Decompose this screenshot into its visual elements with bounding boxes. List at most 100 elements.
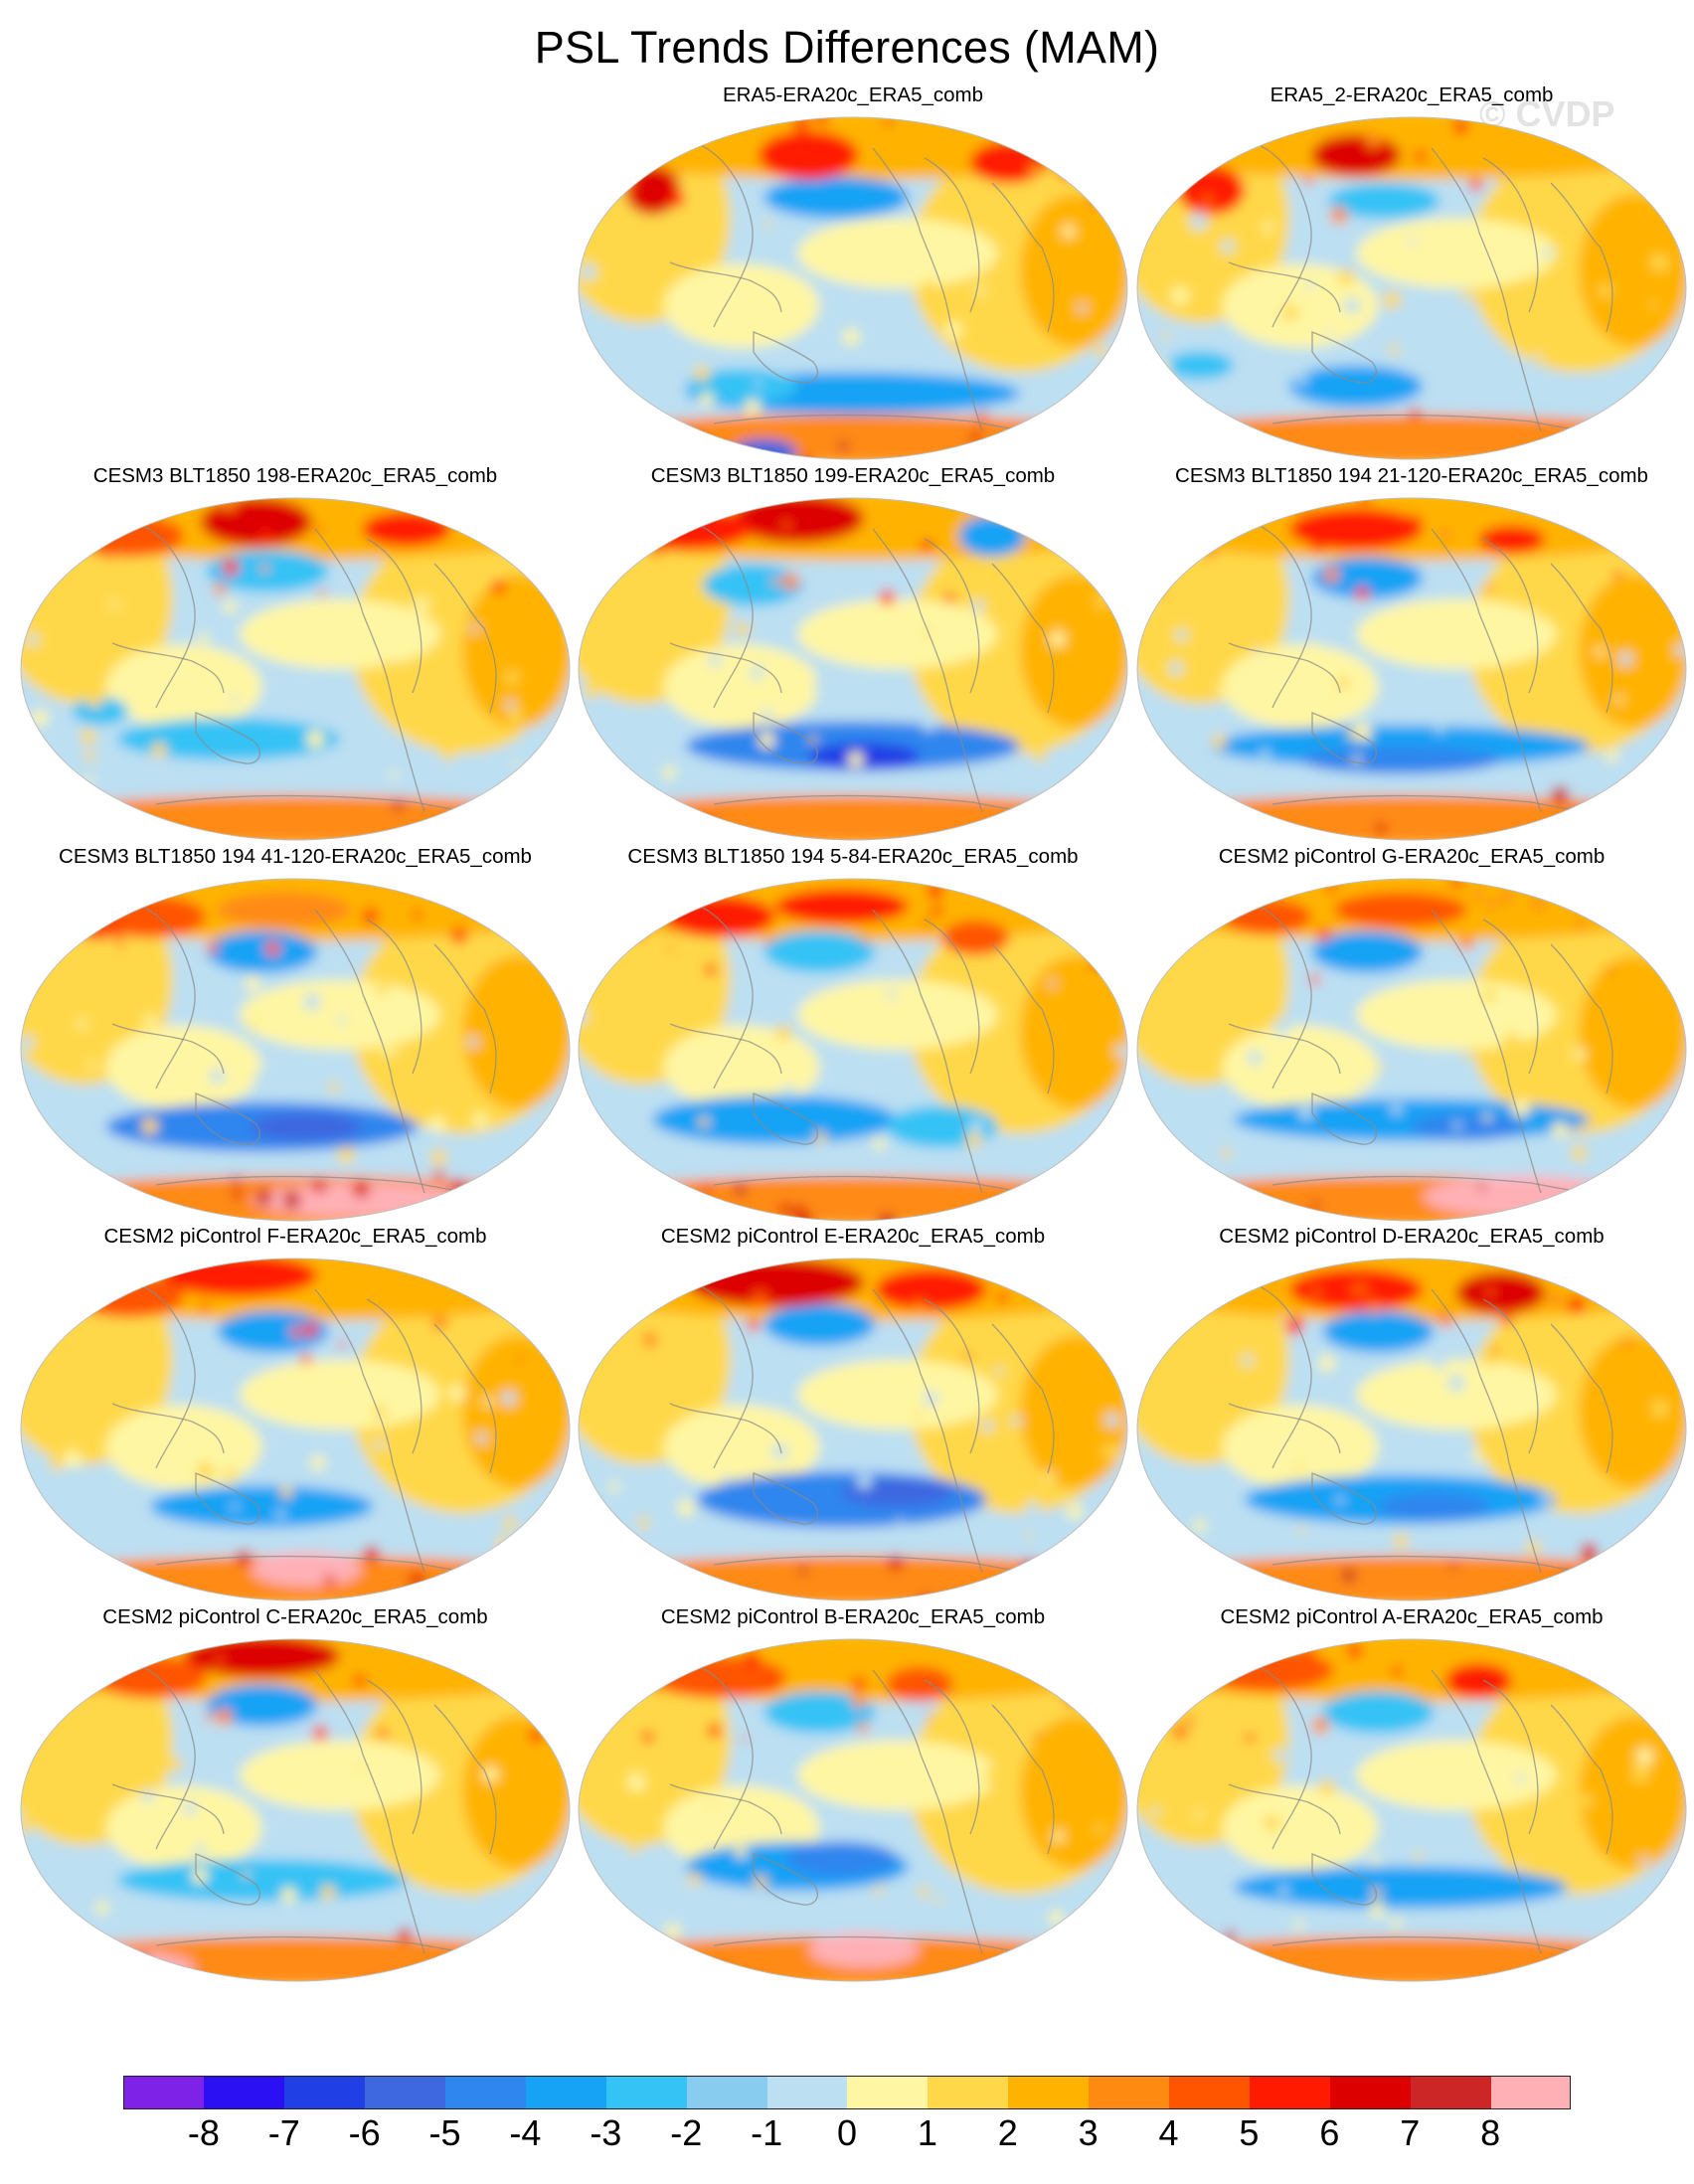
contour-speckle (848, 299, 857, 308)
contour-speckle (1217, 686, 1226, 695)
contour-region (1378, 1492, 1490, 1521)
contour-region (1137, 1555, 1686, 1600)
contour-speckle (744, 1651, 761, 1667)
contour-speckle (368, 1977, 377, 1981)
contour-speckle (521, 727, 534, 740)
colorbar-swatch (123, 2076, 205, 2109)
panel-title: CESM2 piControl D-ERA20c_ERA5_comb (1219, 1225, 1605, 1248)
contour-speckle (775, 1025, 791, 1041)
map-boundary (578, 1258, 1128, 1601)
coastline (691, 1662, 754, 1850)
contour-speckle (584, 684, 598, 699)
contour-speckle (255, 1189, 272, 1206)
contour-region (1233, 1098, 1591, 1141)
contour-speckle (1088, 193, 1103, 209)
colorbar-swatch (1007, 2076, 1090, 2109)
contour-speckle (831, 644, 840, 653)
contour-speckle (755, 381, 762, 388)
contour-speckle (614, 404, 623, 413)
contour-speckle (1484, 1357, 1495, 1368)
contour-region (1478, 525, 1546, 554)
contour-speckle (214, 583, 227, 595)
map-boundary (20, 497, 571, 841)
contour-speckle (1580, 1543, 1599, 1562)
contour-speckle (508, 709, 524, 725)
contour-speckle (1189, 212, 1208, 231)
contour-speckle (194, 1844, 206, 1856)
contour-speckle (1483, 1113, 1491, 1121)
coastline (924, 538, 980, 694)
contour-region (1455, 1271, 1546, 1314)
contour-speckle (501, 1391, 516, 1406)
contour-speckle (353, 1674, 367, 1687)
contour-speckle (1059, 167, 1073, 181)
contour-speckle (1081, 351, 1091, 361)
contour-speckle (687, 1201, 705, 1219)
pressure-trend-map (578, 497, 1128, 841)
coastline (1431, 528, 1542, 813)
contour-region (1020, 1715, 1127, 1870)
map-boundary (1136, 497, 1687, 841)
contour-region (1137, 794, 1686, 840)
contour-speckle (1414, 1851, 1423, 1861)
coastline (669, 1783, 782, 1835)
contour-region (808, 1932, 921, 1968)
contour-speckle (541, 1905, 550, 1914)
pressure-trend-map (1136, 878, 1687, 1222)
contour-speckle (1078, 303, 1087, 312)
contour-speckle (110, 1374, 121, 1385)
contour-speckle (1211, 1281, 1219, 1289)
contour-speckle (492, 581, 506, 594)
contour-speckle (695, 1674, 707, 1685)
contour-speckle (680, 924, 689, 933)
contour-speckle (1645, 1140, 1659, 1154)
contour-speckle (747, 1319, 760, 1332)
contour-speckle (398, 1928, 412, 1941)
map-boundary (578, 497, 1128, 841)
contour-speckle (469, 1956, 482, 1969)
contour-speckle (1263, 222, 1273, 233)
contour-speckle (362, 631, 377, 646)
contour-speckle (1171, 1723, 1189, 1741)
contour-speckle (357, 1764, 364, 1772)
coastline (753, 1092, 818, 1145)
contour-speckle (688, 432, 703, 447)
contour-speckle (303, 993, 321, 1011)
contour-speckle (199, 1276, 212, 1289)
contour-speckle (236, 1550, 252, 1566)
contour-region (663, 1405, 820, 1489)
contour-speckle (141, 1117, 158, 1134)
contour-speckle (1319, 1778, 1336, 1795)
contour-speckle (303, 1322, 319, 1338)
contour-speckle (1650, 253, 1668, 271)
coastline (433, 563, 497, 714)
coastline (1550, 1704, 1613, 1855)
contour-speckle (1323, 517, 1333, 527)
contour-region (1020, 193, 1127, 348)
contour-region (462, 1334, 570, 1489)
contour-speckle (1049, 980, 1056, 987)
contour-speckle (66, 1585, 83, 1600)
colorbar-swatch (605, 2076, 687, 2109)
map-boundary (20, 878, 571, 1222)
contour-region (886, 1666, 953, 1702)
contour-speckle (516, 1354, 525, 1364)
contour-speckle (374, 1439, 385, 1449)
contour-region (797, 218, 998, 288)
contour-speckle (923, 918, 932, 927)
coastline (872, 147, 983, 432)
contour-speckle (709, 659, 717, 667)
contour-speckle (81, 879, 97, 890)
contour-speckle (1598, 284, 1611, 298)
figure-title: PSL Trends Differences (MAM) (534, 22, 1160, 73)
contour-speckle (848, 752, 864, 767)
contour-speckle (605, 1030, 613, 1038)
contour-speckle (259, 529, 272, 542)
contour-speckle (1347, 1643, 1362, 1658)
contour-speckle (579, 1328, 586, 1336)
coastline (1250, 1281, 1312, 1469)
contour-speckle (1477, 1183, 1486, 1192)
contour-speckle (1195, 1810, 1203, 1818)
contour-speckle (608, 1481, 620, 1492)
contour-speckle (672, 1639, 691, 1645)
